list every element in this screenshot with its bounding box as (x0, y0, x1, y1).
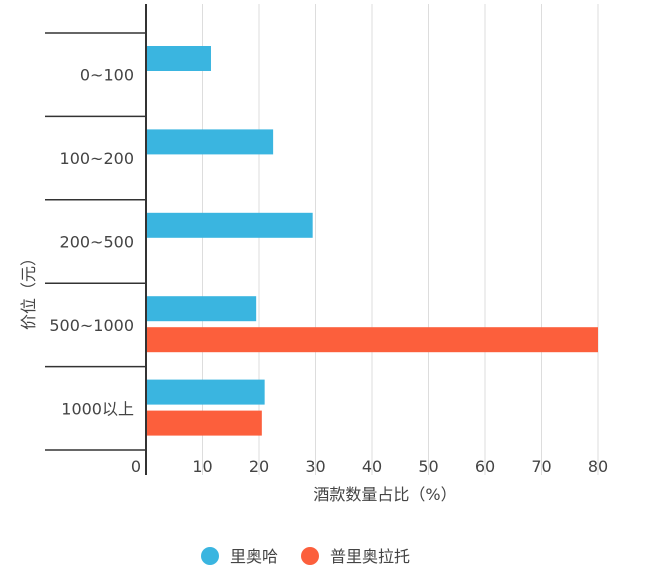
x-axis-label: 酒款数量占比（%） (313, 485, 456, 504)
x-tick-label: 0 (131, 457, 141, 476)
x-tick-label: 10 (192, 457, 212, 476)
y-axis-label: 价位（元） (19, 250, 38, 330)
bar-1-4 (147, 410, 262, 436)
bar-0-1 (147, 129, 274, 155)
y-tick-label: 200~500 (60, 233, 134, 252)
bar-0-3 (147, 296, 257, 322)
x-tick-label: 60 (475, 457, 495, 476)
grid (202, 4, 599, 475)
bar-1-3 (147, 327, 598, 353)
y-tick-label: 1000以上 (61, 399, 134, 418)
legend-label: 里奥哈 (230, 547, 278, 566)
x-tick-label: 30 (305, 457, 325, 476)
legend-label: 普里奥拉托 (330, 547, 410, 566)
category-bands: 0~100 100~200 200~500 500~1000 1000以上 (45, 32, 146, 451)
x-tick-label: 40 (362, 457, 382, 476)
legend-item: 普里奥拉托 (301, 547, 410, 566)
x-ticks: 0 10 20 30 40 50 60 70 80 (131, 457, 608, 476)
legend-swatch (301, 547, 319, 565)
legend-swatch (201, 547, 219, 565)
bar-0-4 (147, 379, 265, 405)
x-tick-label: 70 (531, 457, 551, 476)
x-tick-label: 20 (249, 457, 269, 476)
legend: 里奥哈 普里奥拉托 (201, 547, 410, 566)
y-tick-label: 500~1000 (49, 316, 134, 335)
y-tick-label: 0~100 (80, 66, 134, 85)
x-tick-label: 50 (418, 457, 438, 476)
x-tick-label: 80 (588, 457, 608, 476)
bars (147, 46, 598, 436)
y-tick-label: 100~200 (60, 149, 134, 168)
bar-0-0 (147, 46, 211, 71)
bar-0-2 (147, 212, 313, 238)
legend-item: 里奥哈 (201, 547, 278, 566)
